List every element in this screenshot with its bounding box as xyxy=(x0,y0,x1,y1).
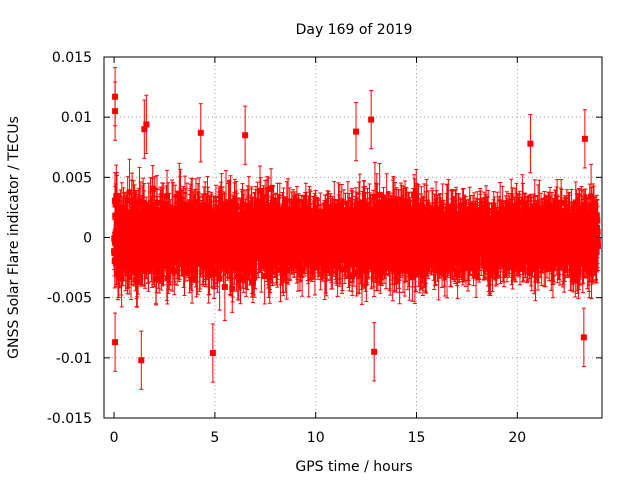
data-point xyxy=(117,241,124,248)
data-point xyxy=(164,193,171,200)
data-point xyxy=(145,264,152,271)
data-point xyxy=(189,209,196,216)
data-point xyxy=(221,284,228,291)
data-point xyxy=(153,275,160,282)
data-point xyxy=(134,278,141,285)
data-point xyxy=(133,241,140,248)
data-point xyxy=(192,199,199,206)
data-point xyxy=(165,210,172,217)
data-point xyxy=(189,276,196,283)
data-point xyxy=(231,261,238,268)
data-point xyxy=(244,260,251,267)
data-point xyxy=(126,189,133,196)
data-point xyxy=(236,264,243,271)
data-point xyxy=(113,192,120,199)
data-point xyxy=(280,205,287,212)
data-point xyxy=(171,258,178,265)
data-point xyxy=(211,270,218,277)
data-point xyxy=(249,279,256,286)
data-point xyxy=(151,206,158,213)
data-point xyxy=(317,214,324,221)
data-point xyxy=(221,209,228,216)
data-point xyxy=(153,257,160,264)
data-point xyxy=(124,267,131,274)
data-point xyxy=(176,192,183,199)
data-point xyxy=(233,203,240,210)
data-point xyxy=(130,200,137,207)
data-point xyxy=(317,259,324,266)
data-point xyxy=(210,257,217,264)
data-point xyxy=(188,204,195,211)
data-point xyxy=(268,249,275,256)
data-point xyxy=(180,260,187,267)
data-point xyxy=(118,275,125,282)
data-point xyxy=(237,275,244,282)
data-point xyxy=(251,274,258,281)
data-point xyxy=(131,250,138,257)
data-point xyxy=(113,197,120,204)
data-point xyxy=(175,256,182,263)
data-point xyxy=(268,185,275,192)
data-point xyxy=(249,265,256,272)
data-point xyxy=(245,202,252,209)
data-point xyxy=(312,253,319,260)
data-series xyxy=(111,67,601,390)
data-point xyxy=(113,247,120,254)
data-point xyxy=(171,268,178,275)
data-point xyxy=(149,185,156,192)
data-point xyxy=(206,272,213,279)
data-point xyxy=(164,275,171,282)
data-point xyxy=(254,198,261,205)
data-point xyxy=(261,273,268,280)
data-point xyxy=(299,267,306,274)
data-point xyxy=(218,202,225,209)
data-point xyxy=(163,263,170,270)
data-point xyxy=(157,220,164,227)
